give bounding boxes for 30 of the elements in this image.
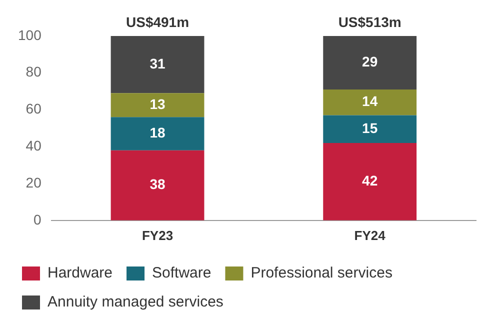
x-tick-label: FY23 [142,228,174,243]
legend-label: Software [152,264,212,282]
y-tick-label: 80 [26,64,42,80]
total-label: US$513m [338,14,402,30]
y-tick-label: 40 [26,138,42,154]
y-tick-label: 100 [18,26,42,43]
data-label: 15 [362,120,378,136]
total-label: US$491m [126,14,190,30]
bar [110,117,204,150]
bar [110,93,204,118]
bar [110,150,204,220]
data-label: 29 [362,54,378,70]
data-label: 13 [150,96,166,112]
legend-label: Hardware [48,264,113,282]
legend-label: Professional services [250,264,392,282]
legend-label: Annuity managed services [48,294,224,311]
y-tick-label: 20 [26,174,42,190]
x-tick-label: FY24 [354,228,386,243]
bar [110,36,204,94]
data-label: 14 [362,93,378,110]
bar [323,115,417,143]
bar [323,142,417,220]
y-tick-label: 60 [26,100,42,117]
data-label: 31 [150,55,166,72]
bar [323,36,417,90]
data-label: 42 [362,172,378,189]
bar [323,89,417,116]
y-tick-label: 0 [34,211,42,228]
data-label: 18 [150,124,166,141]
data-label: 38 [150,176,166,192]
